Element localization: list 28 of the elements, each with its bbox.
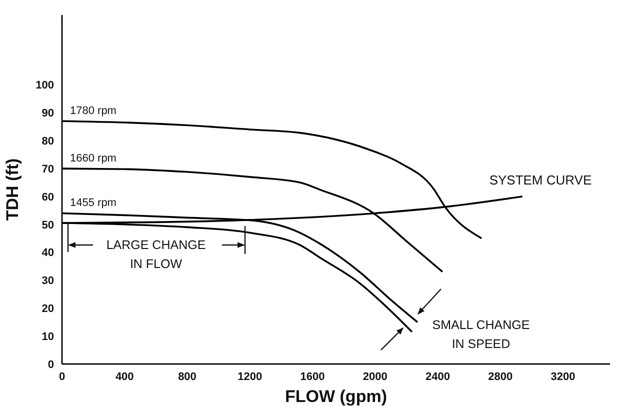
y-tick-label: 80 [42, 136, 54, 148]
y-tick-label: 10 [42, 330, 54, 343]
y-axis-title: TDH (ft) [3, 158, 22, 221]
y-tick-label: 40 [42, 247, 54, 260]
x-tick-label: 2400 [426, 370, 450, 383]
x-tick-label: 2800 [488, 370, 513, 383]
series-label: 1660 rpm [70, 152, 116, 165]
series-label: 1780 rpm [70, 105, 116, 118]
y-tick-label: 100 [36, 80, 54, 92]
series-label: 1455 rpm [70, 197, 116, 210]
y-tick-label: 60 [42, 191, 54, 204]
y-tick-label: 90 [42, 108, 54, 120]
x-tick-label: 1200 [238, 370, 262, 383]
x-tick-label: 0 [58, 370, 66, 383]
y-tick-label: 0 [48, 358, 54, 371]
x-tick-label: 3200 [550, 370, 576, 383]
y-tick-label: 30 [42, 275, 54, 288]
y-tick-label: 70 [42, 163, 54, 176]
x-tick-label: 1600 [300, 370, 325, 383]
series-label: SYSTEM CURVE [489, 172, 592, 188]
annotation: LARGE CHANGE IN FLOW [105, 237, 207, 273]
x-tick-label: 800 [178, 370, 196, 383]
x-axis-title: FLOW (gpm) [285, 387, 387, 406]
annotation: SMALL CHANGE IN SPEED [431, 317, 531, 353]
y-tick-label: 20 [42, 303, 54, 316]
x-tick-label: 2000 [362, 370, 388, 383]
x-tick-label: 400 [115, 370, 134, 383]
y-tick-label: 50 [42, 219, 54, 232]
